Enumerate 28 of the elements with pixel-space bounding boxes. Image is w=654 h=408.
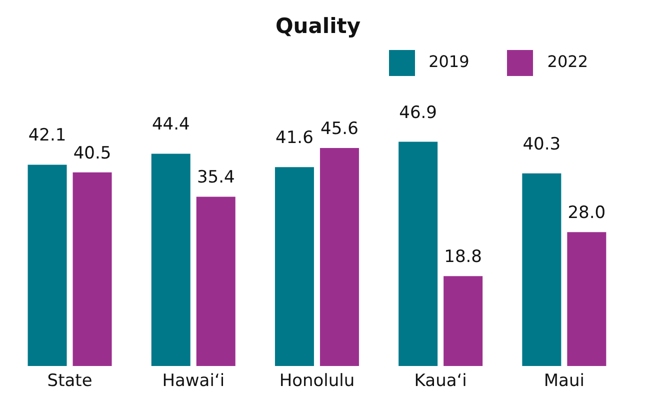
data-label: 41.6: [276, 128, 314, 148]
x-tick-label: Hawaiʻi: [162, 371, 225, 392]
bar: [28, 164, 67, 366]
legend-label: 2019: [428, 52, 470, 72]
bar: [274, 167, 314, 366]
data-label: 45.6: [320, 118, 358, 139]
data-label: 18.8: [444, 247, 482, 268]
legend-label: 2022: [547, 52, 588, 72]
bar: [398, 142, 438, 366]
data-label: 28.0: [568, 203, 606, 224]
data-label: 44.4: [152, 114, 190, 135]
data-label: 40.5: [73, 143, 112, 164]
x-tick-label: State: [47, 371, 92, 392]
x-tick-label: Maui: [544, 371, 584, 392]
data-label: 40.3: [522, 134, 561, 154]
data-label: 35.4: [196, 168, 235, 188]
x-tick-label: Honolulu: [279, 371, 355, 392]
bar: [196, 196, 236, 366]
bar: [320, 148, 359, 366]
bar: [444, 276, 483, 366]
bar: [72, 172, 112, 366]
bar: [151, 154, 190, 366]
bar: [567, 232, 606, 366]
bar: [522, 173, 562, 366]
x-tick-label: Kauaʻi: [414, 371, 467, 392]
chart-title: Quality: [274, 14, 362, 38]
data-label: 46.9: [399, 102, 438, 123]
data-label: 42.1: [28, 126, 66, 146]
